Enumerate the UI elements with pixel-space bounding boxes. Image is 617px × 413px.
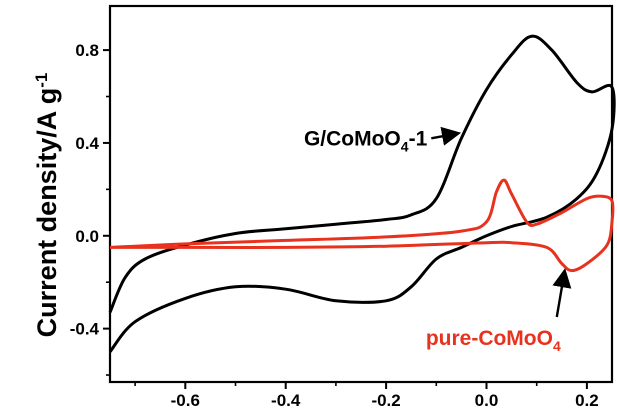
x-axis: -0.6 -0.4 -0.2 0.0 0.2 bbox=[134, 382, 599, 410]
series-line-0 bbox=[108, 34, 616, 353]
y-tick-label: 0.8 bbox=[75, 41, 99, 60]
y-axis: -0.4 0.0 0.4 0.8 bbox=[70, 41, 110, 376]
plot-frame bbox=[108, 4, 614, 384]
x-tick-label: -0.4 bbox=[271, 391, 301, 410]
annotation-label-0: G/CoMoO4-1 bbox=[304, 127, 428, 154]
y-axis-title: Current density/A g-1 bbox=[32, 73, 63, 338]
y-axis-title-sup: -1 bbox=[32, 73, 51, 88]
x-tick-label: 0.2 bbox=[575, 391, 599, 410]
series-line-1 bbox=[109, 178, 615, 273]
x-tick-label: -0.6 bbox=[171, 391, 200, 410]
annotation-arrow-0 bbox=[431, 126, 462, 146]
plot-area bbox=[108, 4, 616, 384]
y-tick-label: 0.4 bbox=[75, 134, 99, 153]
y-tick-label: -0.4 bbox=[70, 320, 100, 339]
annotations: G/CoMoO4-1 pure-CoMoO4 bbox=[304, 126, 572, 354]
y-axis-title-main: Current density/A g bbox=[32, 88, 62, 338]
y-tick-label: 0.0 bbox=[75, 227, 99, 246]
annotation-label-1: pure-CoMoO4 bbox=[426, 327, 561, 354]
x-tick-label: -0.2 bbox=[371, 391, 400, 410]
x-tick-label: 0.0 bbox=[475, 391, 499, 410]
annotation-arrow-1 bbox=[552, 268, 572, 318]
